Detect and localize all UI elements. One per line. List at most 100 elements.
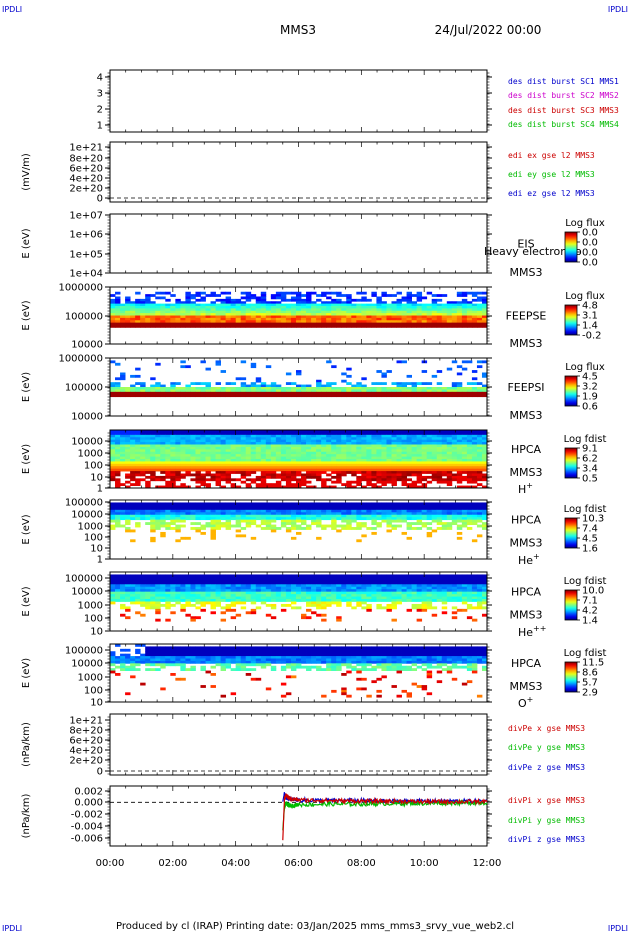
- spectrogram-cell: [316, 437, 322, 441]
- spectrogram-cell: [371, 382, 377, 385]
- spectrogram-cell: [120, 320, 126, 324]
- spectrogram-cell: [306, 434, 312, 438]
- spectrogram-cell: [230, 456, 237, 460]
- spectrogram-cell: [456, 322, 463, 326]
- y-tick-label: 10000: [71, 412, 103, 423]
- spectrogram-cell: [260, 512, 267, 516]
- spectrogram-cell: [250, 434, 257, 438]
- spectrogram-cell: [140, 504, 146, 508]
- spectrogram-cell: [285, 475, 292, 479]
- spectrogram-cell: [476, 449, 483, 453]
- spectrogram-cell: [125, 509, 131, 513]
- spectrogram-cell: [451, 384, 458, 388]
- corner-top-right: IPDLI: [608, 5, 628, 14]
- spectrogram-cell: [306, 576, 312, 580]
- spectrogram-cell: [316, 466, 322, 470]
- spectrogram-cell: [270, 519, 277, 523]
- spectrogram-cell: [235, 444, 242, 448]
- spectrogram-cell: [270, 382, 277, 385]
- spectrogram-cell: [316, 519, 322, 523]
- spectrogram-cell: [451, 507, 458, 511]
- spectrogram-cell: [285, 434, 292, 438]
- spectrogram-cell: [436, 512, 443, 516]
- spectrogram-cell: [376, 387, 382, 390]
- spectrogram-cell: [260, 394, 267, 398]
- spectrogram-cell: [466, 387, 473, 390]
- spectrogram-cell: [290, 451, 297, 455]
- spectrogram-cell: [396, 308, 402, 312]
- spectrogram-cell: [401, 466, 407, 470]
- spectrogram-cell: [200, 507, 206, 511]
- spectrogram-cell: [205, 507, 211, 511]
- spectrogram-cell: [346, 325, 352, 328]
- spectrogram-cell: [351, 434, 357, 438]
- spectrogram-cell: [175, 579, 181, 583]
- spectrogram-cell: [416, 389, 423, 393]
- spectrogram-cell: [240, 306, 247, 309]
- spectrogram-cell: [426, 454, 433, 457]
- spectrogram-cell: [301, 442, 307, 445]
- spectrogram-cell: [215, 466, 221, 470]
- spectrogram-cell: [321, 313, 327, 316]
- spectrogram-cell: [230, 442, 237, 445]
- spectrogram-cell: [255, 524, 262, 528]
- spectrogram-cell: [255, 391, 262, 395]
- spectrogram-cell: [421, 463, 428, 467]
- spectrogram-cell: [265, 306, 272, 309]
- spectrogram-cell: [416, 456, 423, 460]
- spectrogram-cell: [476, 459, 483, 462]
- spectrogram-cell: [130, 313, 136, 316]
- spectrogram-cell: [265, 322, 272, 326]
- spectrogram-cell: [401, 317, 407, 321]
- spectrogram-cell: [145, 451, 151, 455]
- spectrogram-cell: [155, 308, 161, 312]
- spectrogram-cell: [250, 394, 257, 398]
- spectrogram-cell: [446, 504, 453, 508]
- spectrogram-cell: [255, 461, 262, 465]
- spectrogram-cell: [451, 509, 458, 513]
- spectrogram-cell: [386, 502, 392, 506]
- spectrogram-cell: [180, 389, 186, 393]
- spectrogram-cell: [130, 303, 136, 307]
- spectrogram-cell: [391, 449, 397, 453]
- spectrogram-cell: [411, 315, 418, 319]
- spectrogram-cell: [280, 584, 287, 588]
- spectrogram-cell: [160, 317, 166, 321]
- spectrogram-cell: [130, 308, 136, 312]
- spectrogram-cell: [190, 517, 196, 521]
- spectrogram-cell: [255, 485, 262, 489]
- spectrogram-cell: [356, 509, 362, 513]
- spectrogram-cell: [471, 507, 478, 511]
- spectrogram-cell: [401, 478, 407, 482]
- spectrogram-cell: [115, 468, 121, 472]
- spectrogram-cell: [386, 303, 392, 307]
- spectrogram-cell: [185, 384, 191, 388]
- spectrogram-cell: [346, 306, 352, 309]
- spectrogram-cell: [461, 301, 468, 305]
- spectrogram-cell: [471, 461, 478, 465]
- spectrogram-cell: [336, 504, 342, 508]
- spectrogram-cell: [240, 581, 247, 585]
- spectrogram-cell: [346, 382, 352, 385]
- spectrogram-cell: [331, 586, 337, 590]
- spectrogram-cell: [170, 387, 176, 390]
- spectrogram-cell: [436, 387, 443, 390]
- spectrogram-cell: [250, 509, 257, 513]
- spectrogram-cell: [285, 507, 292, 511]
- spectrogram-cell: [461, 432, 468, 436]
- spectrogram-cell: [150, 315, 156, 319]
- spectrogram-cell: [210, 432, 216, 436]
- spectrogram-cell: [366, 315, 372, 319]
- spectrogram-cell: [411, 303, 418, 307]
- spectrogram-cell: [290, 296, 297, 300]
- spectrogram-cell: [295, 459, 302, 462]
- spectrogram-cell: [366, 579, 372, 583]
- spectrogram-cell: [396, 512, 402, 516]
- spectrogram-cell: [456, 473, 463, 477]
- spectrogram-cell: [125, 579, 131, 583]
- spectrogram-cell: [411, 325, 418, 328]
- spectrogram-cell: [215, 434, 221, 438]
- spectrogram-cell: [280, 430, 287, 433]
- spectrogram-cell: [235, 471, 242, 474]
